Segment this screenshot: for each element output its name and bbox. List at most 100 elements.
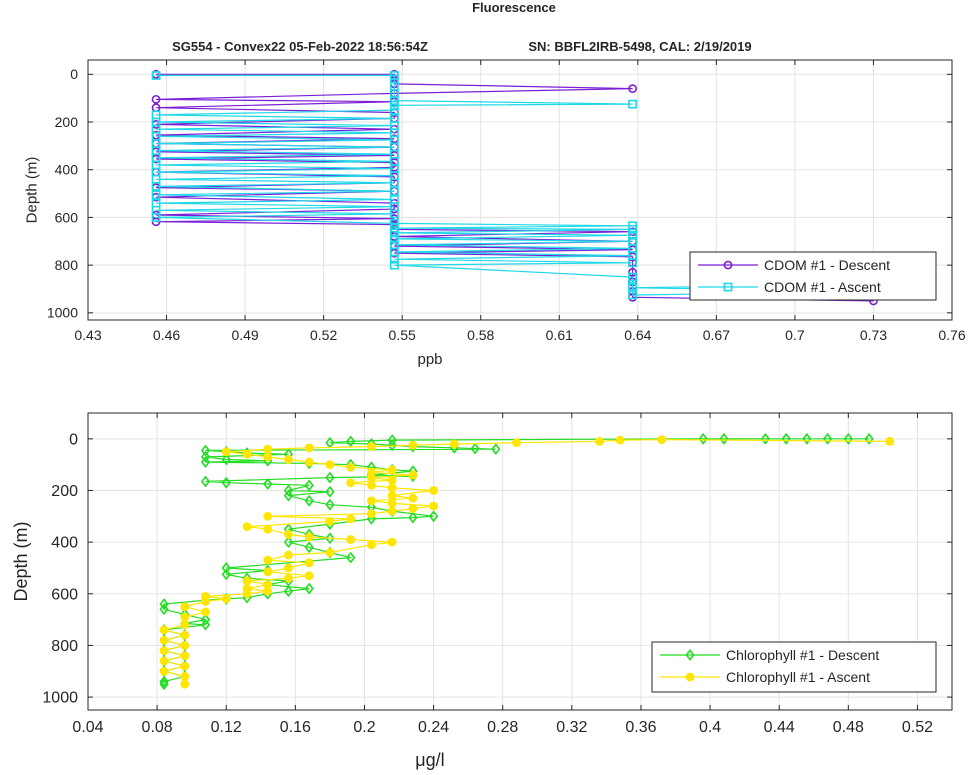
data-point <box>263 452 273 462</box>
data-point <box>615 435 625 445</box>
data-point <box>387 475 397 485</box>
data-point <box>159 625 169 635</box>
y-tick-label: 1000 <box>42 690 78 707</box>
x-tick-label: 0.46 <box>153 327 180 343</box>
data-point <box>389 240 399 250</box>
data-point <box>159 598 169 611</box>
data-point <box>180 679 190 689</box>
data-point <box>366 480 376 490</box>
data-point <box>346 478 356 488</box>
data-point <box>389 228 399 238</box>
y-tick-label: 800 <box>55 257 79 273</box>
data-point <box>429 501 438 511</box>
data-point <box>408 470 418 480</box>
data-point <box>200 618 211 631</box>
data-point <box>346 462 356 472</box>
data-point <box>151 198 161 208</box>
data-point <box>151 94 161 104</box>
data-point <box>325 517 335 526</box>
y-tick-label: 800 <box>51 638 78 655</box>
data-point <box>389 100 399 110</box>
x-tick-label: 0.04 <box>72 719 103 736</box>
legend-label: Chlorophyll #1 - Descent <box>726 647 879 663</box>
data-point <box>304 494 314 507</box>
data-point <box>408 440 418 450</box>
axes-box <box>87 412 953 711</box>
data-point <box>200 456 211 468</box>
data-point <box>151 71 161 80</box>
data-point <box>180 672 190 681</box>
y-tick-label: 200 <box>55 114 79 130</box>
data-point <box>864 432 874 445</box>
data-point <box>389 234 399 244</box>
x-tick-label: 0.67 <box>703 327 730 343</box>
data-point <box>719 432 729 445</box>
data-point <box>346 551 356 564</box>
data-point <box>366 442 376 451</box>
data-point <box>628 267 637 277</box>
y-tick-label: 200 <box>51 483 78 500</box>
data-point <box>628 221 637 231</box>
x-tick-label: 0.55 <box>389 327 416 343</box>
data-point <box>325 460 335 470</box>
data-point <box>221 568 231 581</box>
figure-subtitle-left: SG554 - Convex22 05-Feb-2022 18:56:54Z <box>172 39 428 54</box>
data-point <box>304 443 314 453</box>
data-point <box>325 548 335 557</box>
x-tick-label: 0.16 <box>280 719 311 736</box>
data-point <box>180 630 190 640</box>
y-axis-label: Depth (m) <box>23 157 40 224</box>
y-tick-label: 600 <box>51 586 78 603</box>
data-point <box>781 432 791 445</box>
x-tick-label: 0.76 <box>938 327 965 343</box>
data-point <box>408 504 418 513</box>
x-tick-label: 0.28 <box>487 719 518 736</box>
x-tick-label: 0.52 <box>310 327 337 343</box>
data-point <box>283 484 294 497</box>
data-point <box>428 510 439 523</box>
data-point <box>200 451 211 463</box>
data-point <box>408 493 418 503</box>
figure-title: Fluorescence <box>472 0 556 15</box>
data-point <box>200 475 211 488</box>
data-point <box>263 555 273 565</box>
x-tick-label: 0.48 <box>833 719 864 736</box>
x-tick-label: 0.36 <box>625 719 656 736</box>
data-point <box>389 195 399 204</box>
data-point <box>628 272 637 282</box>
x-tick-label: 0.43 <box>74 327 101 343</box>
data-point <box>628 99 637 109</box>
legend-swatch-marker <box>723 282 733 292</box>
y-axis-label: Depth (m) <box>11 521 31 601</box>
y-tick-label: 1000 <box>47 305 78 321</box>
data-point <box>325 532 335 545</box>
data-point <box>387 506 397 516</box>
x-tick-label: 0.64 <box>624 327 651 343</box>
legend: CDOM #1 - Descent CDOM #1 - Ascent <box>689 251 937 301</box>
data-point <box>283 489 294 502</box>
data-point <box>628 236 637 246</box>
data-point <box>822 432 833 445</box>
figure-subtitle-right: SN: BBFL2IRB-5498, CAL: 2/19/2019 <box>528 39 751 54</box>
data-point <box>283 536 294 549</box>
data-point <box>242 522 252 532</box>
data-point <box>283 585 294 598</box>
data-point <box>346 514 356 524</box>
data-point <box>387 439 397 452</box>
data-point <box>263 444 273 454</box>
data-point <box>387 498 397 508</box>
data-point <box>491 443 501 456</box>
y-tick-label: 0 <box>70 66 78 82</box>
data-point <box>387 537 397 547</box>
data-point <box>151 190 161 200</box>
data-point <box>180 641 190 650</box>
legend-swatch-marker <box>685 672 695 682</box>
data-point <box>657 435 667 445</box>
data-point <box>242 449 252 459</box>
data-point <box>304 457 314 467</box>
data-point <box>304 532 314 542</box>
data-point <box>843 432 853 445</box>
data-point <box>389 105 399 115</box>
legend-box <box>689 251 937 301</box>
x-tick-label: 0.32 <box>556 719 587 736</box>
